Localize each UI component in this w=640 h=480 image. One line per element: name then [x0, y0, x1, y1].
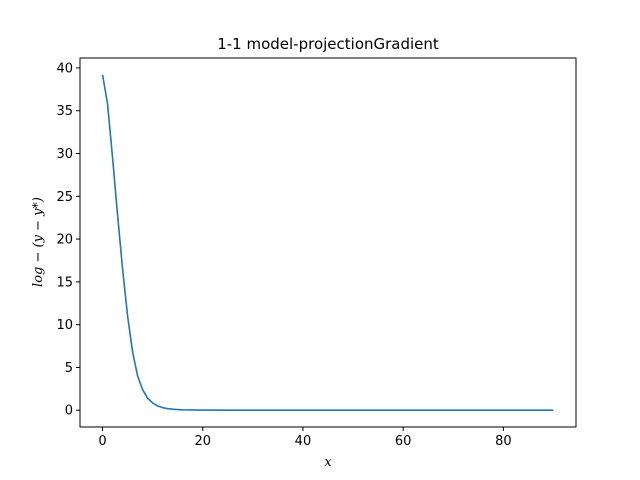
x-tick-label-3: 60: [395, 434, 412, 449]
y-tick-label-8: 40: [56, 61, 73, 76]
plot-frame: [79, 57, 577, 428]
y-tick-label-7: 35: [56, 104, 73, 119]
y-tick-label-4: 20: [56, 233, 73, 248]
x-tick-label-4: 80: [495, 434, 512, 449]
chart-title: 1-1 model-projectionGradient: [217, 35, 439, 53]
plot-area: 0 20 40 60 80 0 5 10 15 20 25 30 35 40: [56, 57, 577, 449]
x-axis-label: x: [324, 455, 332, 470]
series-line-0: [101, 74, 554, 412]
y-tick-label-2: 10: [56, 318, 73, 333]
y-axis-label: log − (y − y*): [31, 197, 46, 287]
y-tick-label-0: 0: [65, 404, 73, 419]
y-tick-label-3: 15: [56, 275, 73, 290]
y-tick-label-5: 25: [56, 190, 73, 205]
y-tick-label-1: 5: [65, 361, 73, 376]
x-tick-label-1: 20: [194, 434, 211, 449]
y-tick-label-6: 30: [56, 147, 73, 162]
x-tick-label-0: 0: [98, 434, 106, 449]
x-tick-label-2: 40: [295, 434, 312, 449]
